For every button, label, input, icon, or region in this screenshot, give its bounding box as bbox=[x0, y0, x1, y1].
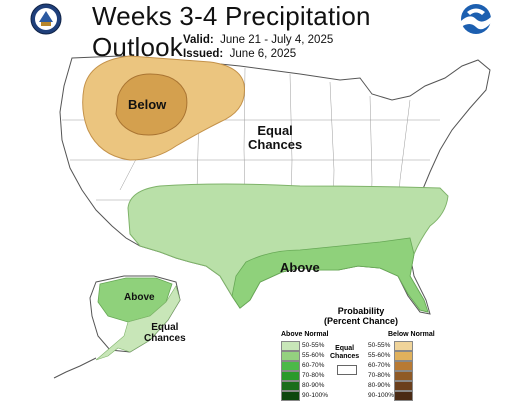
legend-label-below-2: 55-60% bbox=[368, 352, 391, 359]
issued-label: Issued: bbox=[183, 48, 224, 60]
alaska-above-label: Above bbox=[124, 292, 155, 303]
center-equal-line2: Chances bbox=[248, 137, 303, 152]
valid-label: Valid: bbox=[183, 34, 214, 46]
legend-label-above-3: 60-70% bbox=[302, 362, 325, 369]
legend-swatch-above-6 bbox=[281, 391, 300, 401]
legend-swatch-equal bbox=[337, 365, 357, 375]
legend-label-below-1: 50-55% bbox=[368, 342, 391, 349]
legend-swatch-above-5 bbox=[281, 381, 300, 391]
alaska-equal-line2: Chances bbox=[144, 333, 186, 344]
legend-label-above-4: 70-80% bbox=[302, 372, 325, 379]
legend-swatch-below-5 bbox=[394, 381, 413, 391]
legend-title: Probability (Percent Chance) bbox=[316, 306, 406, 326]
southeast-above-core bbox=[231, 237, 429, 313]
legend-equal-line1: Equal bbox=[335, 345, 355, 352]
legend-swatch-above-1 bbox=[281, 341, 300, 351]
legend-label-below-6: 90-100% bbox=[368, 392, 395, 399]
alaska-equal-line1: Equal bbox=[151, 322, 179, 333]
legend-label-below-5: 80-90% bbox=[368, 382, 391, 389]
legend-swatch-above-4 bbox=[281, 371, 300, 381]
aleutian-islands bbox=[53, 357, 97, 379]
commerce-seal-icon bbox=[30, 3, 62, 35]
legend-label-below-4: 70-80% bbox=[368, 372, 391, 379]
legend-label-below-3: 60-70% bbox=[368, 362, 391, 369]
alaska-above-light bbox=[95, 285, 181, 361]
legend-swatch-below-4 bbox=[394, 371, 413, 381]
legend-label-above-6: 90-100% bbox=[302, 392, 329, 399]
valid-value: June 21 - July 4, 2025 bbox=[220, 34, 334, 46]
noaa-logo-icon bbox=[460, 3, 492, 35]
northwest-below-core bbox=[115, 73, 188, 136]
legend-equal-line2: Chances bbox=[330, 353, 360, 360]
legend-swatch-below-3 bbox=[394, 361, 413, 371]
legend-equal-label: Equal Chances bbox=[330, 345, 359, 361]
legend-swatch-below-6 bbox=[394, 391, 413, 401]
legend-swatch-below-2 bbox=[394, 351, 413, 361]
legend-above-header: Above Normal bbox=[281, 331, 329, 338]
south-above-label: Above bbox=[280, 260, 320, 275]
issued-value: June 6, 2025 bbox=[229, 48, 297, 60]
northwest-below-label: Below bbox=[128, 97, 167, 112]
legend-below-header: Below Normal bbox=[388, 331, 435, 338]
legend-title-line2: (Percent Chance) bbox=[323, 316, 399, 326]
center-equal-label: Equal Chances bbox=[248, 124, 302, 152]
legend-swatch-above-3 bbox=[281, 361, 300, 371]
legend-label-above-5: 80-90% bbox=[302, 382, 325, 389]
legend-label-above-1: 50-55% bbox=[302, 342, 325, 349]
legend-swatch-above-2 bbox=[281, 351, 300, 361]
legend-title-line1: Probability bbox=[337, 306, 385, 316]
date-info: Valid: June 21 - July 4, 2025 Issued: Ju… bbox=[183, 33, 333, 61]
center-equal-line1: Equal bbox=[257, 123, 293, 138]
legend-swatch-below-1 bbox=[394, 341, 413, 351]
alaska-equal-label: Equal Chances bbox=[144, 322, 186, 344]
legend-label-above-2: 55-60% bbox=[302, 352, 325, 359]
